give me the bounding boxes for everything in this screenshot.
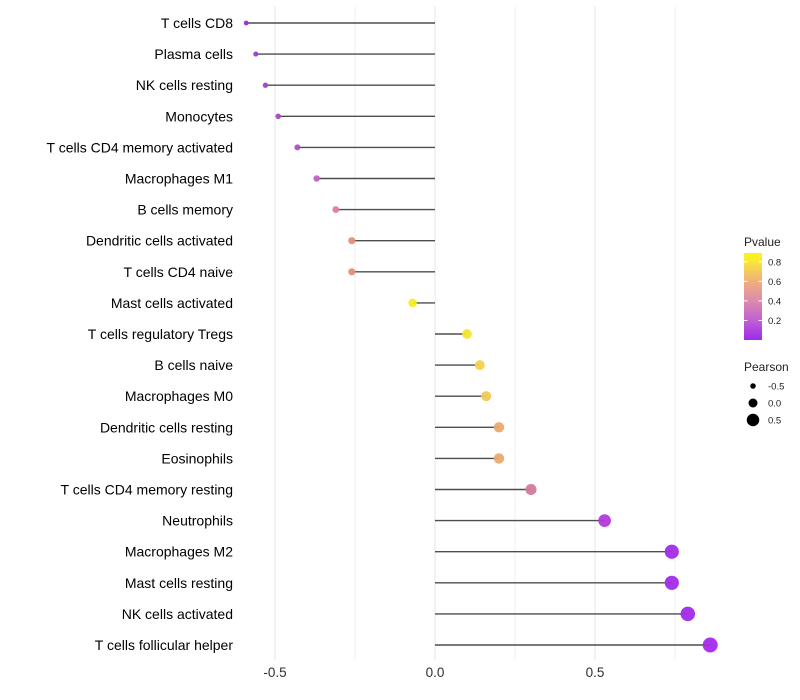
pearson-legend: Pearson -0.5 0.0 0.5 [744,360,789,427]
lollipop-row: T cells CD4 naive [124,264,435,280]
pearson-legend-label: 0.0 [768,399,781,410]
pvalue-tick-label: 0.2 [768,316,781,327]
pearson-legend-dot [750,383,756,389]
lollipop-dot [664,575,679,590]
pvalue-tick-label: 0.8 [768,257,781,268]
category-label: Dendritic cells resting [100,419,233,435]
category-label: NK cells activated [122,606,233,622]
pvalue-tick-label: 0.4 [768,296,781,307]
x-tick-label: 0.5 [586,665,605,680]
category-label: T cells CD8 [161,15,233,31]
category-label: Mast cells activated [111,295,233,311]
lollipop-row: T cells follicular helper [95,637,718,653]
lollipop-dot [243,20,249,26]
category-label: T cells CD4 naive [124,264,234,280]
lollipop-dot [253,51,259,57]
lollipop-row: T cells regulatory Tregs [88,326,472,342]
lollipop-row: Macrophages M1 [125,171,435,187]
category-label: T cells CD4 memory activated [47,139,233,155]
lollipop-row: Mast cells activated [111,295,435,311]
lollipop-dot [702,637,718,653]
lollipop-row: Mast cells resting [125,575,679,591]
pearson-legend-dot [746,413,760,427]
lollipop-dot [462,329,472,339]
lollipop-row: Neutrophils [162,513,611,529]
lollipop-dot [262,82,269,88]
x-tick-label: -0.5 [263,665,286,680]
category-label: Macrophages M1 [125,171,233,187]
category-label: NK cells resting [136,77,233,93]
lollipop-dot [680,606,696,622]
pvalue-gradient-bar [744,253,762,340]
lollipop-dot [348,268,356,276]
rows-layer: T cells CD8 Plasma cells NK cells resting M… [47,15,718,653]
lollipop-row: Dendritic cells activated [86,233,435,249]
lollipop-dot [598,514,611,527]
lollipop-row: NK cells activated [122,606,696,622]
lollipop-row: Eosinophils [161,450,505,466]
category-label: T cells CD4 memory resting [61,482,233,498]
lollipop-dot [408,298,417,308]
category-label: T cells follicular helper [95,637,234,653]
pearson-legend-title: Pearson [744,360,789,374]
lollipop-dot [313,175,320,182]
pearson-legend-dot [748,398,758,408]
lollipop-dot [493,422,505,433]
lollipop-dot [493,453,505,464]
lollipop-dot [332,206,340,214]
category-label: Mast cells resting [125,575,233,591]
pvalue-legend-title: Pvalue [744,235,781,249]
category-label: Macrophages M0 [125,388,233,404]
lollipop-row: Macrophages M0 [125,388,492,404]
category-label: Macrophages M2 [125,544,233,560]
category-label: B cells naive [154,357,233,373]
lollipop-row: T cells CD4 memory activated [47,139,435,155]
lollipop-row: Dendritic cells resting [100,419,505,435]
lollipop-dot [481,391,492,402]
grid-layer [274,6,676,660]
x-axis: -0.5 0.0 0.5 [263,665,604,680]
lollipop-row: B cells naive [154,357,485,373]
category-label: T cells regulatory Tregs [88,326,233,342]
lollipop-row: Plasma cells [154,46,435,62]
category-label: Dendritic cells activated [86,233,233,249]
lollipop-row: T cells CD4 memory resting [61,482,537,498]
lollipop-row: NK cells resting [136,77,435,93]
lollipop-row: Monocytes [165,108,435,124]
lollipop-row: B cells memory [137,202,435,218]
lollipop-row: Macrophages M2 [125,544,679,560]
category-label: B cells memory [137,202,233,218]
category-label: Neutrophils [162,513,233,529]
category-label: Monocytes [165,108,233,124]
lollipop-row: T cells CD8 [161,15,435,31]
lollipop-dot [348,237,356,245]
lollipop-dot [275,113,281,120]
lollipop-dot [474,360,485,371]
category-label: Plasma cells [154,46,233,62]
lollipop-dot [525,483,537,496]
pearson-legend-label: 0.5 [768,416,781,427]
category-label: Eosinophils [161,450,233,466]
pvalue-tick-label: 0.6 [768,277,781,288]
pearson-legend-label: -0.5 [768,382,784,393]
lollipop-dot [664,544,679,559]
pvalue-legend: Pvalue 0.8 0.6 0.4 0.2 [744,235,781,340]
x-tick-label: 0.0 [426,665,445,680]
lollipop-dot [294,144,301,151]
